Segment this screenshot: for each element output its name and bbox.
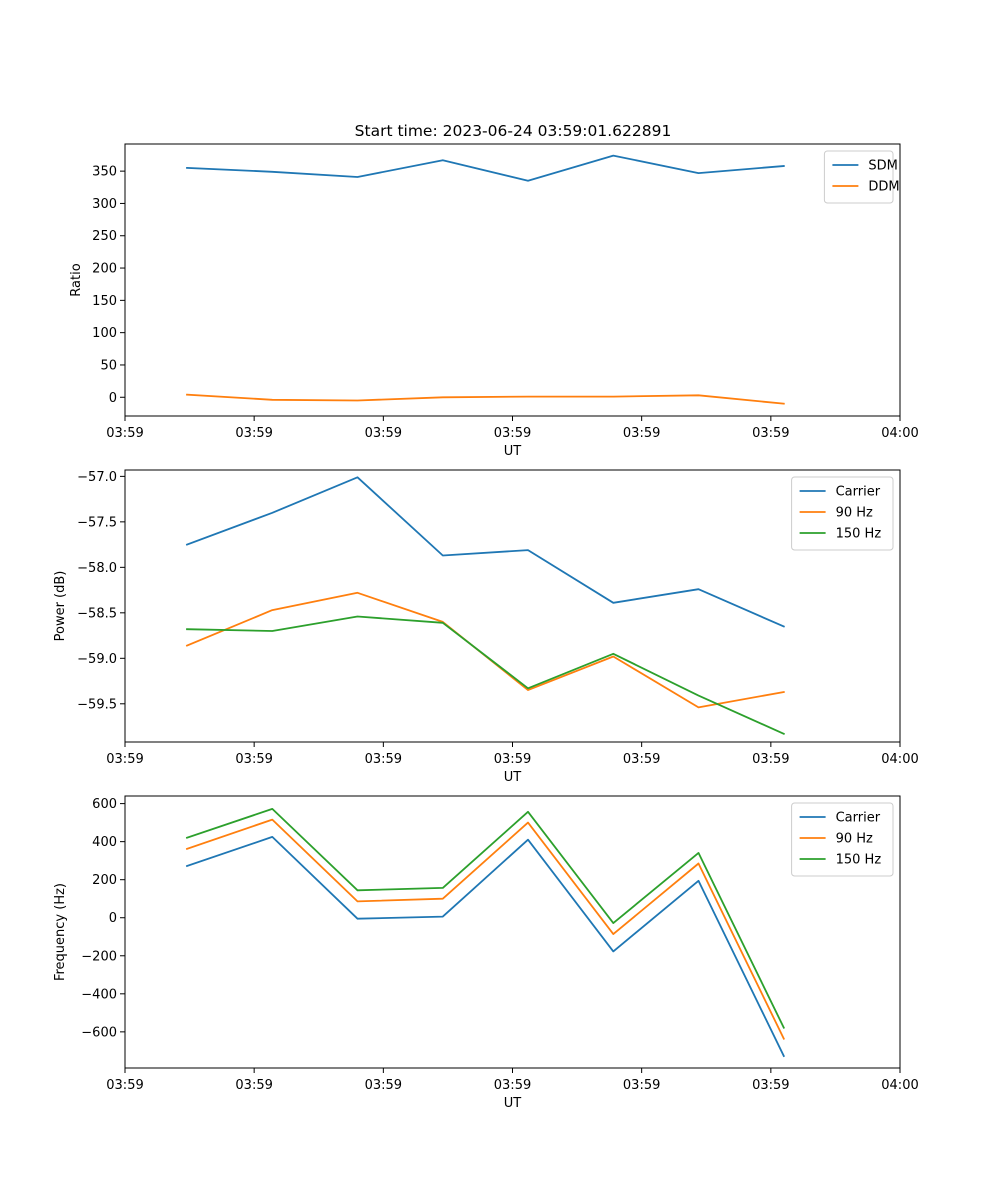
legend-entry: 90 Hz [836,832,873,847]
x-tick-label: 03:59 [106,752,143,767]
x-tick-label: 03:59 [752,1078,789,1093]
x-tick-label: 03:59 [235,426,272,441]
legend-box [791,476,894,551]
x-tick-label: 04:00 [881,1078,918,1093]
series-line-150-hz [186,615,785,735]
y-tick-label: −59.0 [77,652,117,667]
legend-box [823,150,894,204]
y-tick-label: 250 [92,229,117,244]
legend-entry: DDM [868,180,899,195]
x-tick-label: 04:00 [881,752,918,767]
y-tick-label: 50 [100,358,117,373]
legend-entry: 150 Hz [836,853,882,868]
x-tick-label: 04:00 [881,426,918,441]
y-tick-label: 0 [109,391,117,406]
chart-panel-2: 03:59 03:59 03:59 03:59 03:59 03:59 04:00 −59.5… [53,469,919,785]
y-axis-label: Ratio [69,263,84,296]
chart-title: Start time: 2023-06-24 03:59:01.622891 [355,122,672,140]
y-tick-label: 350 [92,165,117,180]
y-tick-label: −600 [81,1025,117,1040]
x-tick-label: 03:59 [106,426,143,441]
chart-panel-1: 03:59 03:59 03:59 03:59 03:59 03:59 04:00 0 50 10… [69,143,919,459]
series-line-carrier [185,836,786,1058]
series-line-150-hz [185,808,786,1029]
legend-entry: SDM [868,159,897,174]
x-tick-label: 03:59 [365,426,402,441]
y-tick-label: 600 [92,797,117,812]
series-line-ddm [186,393,785,405]
x-tick-label: 03:59 [365,752,402,767]
x-tick-label: 03:59 [623,752,660,767]
y-tick-label: −58.0 [77,561,117,576]
legend: Carrier 90 Hz 150 Hz [791,476,894,551]
y-axis-label: Power (dB) [53,571,68,642]
y-tick-label: 300 [92,197,117,212]
series-line-90-hz [185,818,786,1040]
legend-entry: 90 Hz [836,506,873,521]
x-tick-label: 03:59 [752,752,789,767]
x-tick-label: 03:59 [623,1078,660,1093]
y-tick-label: 200 [92,873,117,888]
y-tick-label: 400 [92,835,117,850]
x-tick-label: 03:59 [623,426,660,441]
legend-entry: 150 Hz [836,527,882,542]
series-line-90-hz [185,591,785,709]
legend-box [791,802,894,877]
y-tick-label: 150 [92,294,117,309]
y-tick-label: 100 [92,326,117,341]
x-axis-label: UT [504,1096,522,1111]
y-tick-label: −59.5 [77,697,117,712]
x-axis-label: UT [504,444,522,459]
y-tick-label: 200 [92,262,117,277]
y-tick-label: −57.0 [77,470,117,485]
legend-entry: Carrier [836,485,881,500]
plot-frame [124,143,901,417]
x-tick-label: 03:59 [365,1078,402,1093]
x-tick-label: 03:59 [106,1078,143,1093]
x-tick-label: 03:59 [494,1078,531,1093]
y-tick-label: −200 [81,949,117,964]
x-axis-label: UT [504,770,522,785]
series-line-carrier [185,476,785,628]
x-tick-label: 03:59 [235,752,272,767]
x-tick-label: 03:59 [235,1078,272,1093]
legend: Carrier 90 Hz 150 Hz [791,802,894,877]
y-tick-label: −400 [81,987,117,1002]
x-tick-label: 03:59 [494,426,531,441]
y-tick-label: −57.5 [77,515,117,530]
series-line-sdm [186,154,785,182]
x-tick-label: 03:59 [494,752,531,767]
x-tick-label: 03:59 [752,426,789,441]
legend: SDM DDM [823,150,900,204]
y-axis-label: Frequency (Hz) [53,883,68,981]
y-tick-label: 0 [109,911,117,926]
legend-entry: Carrier [836,811,881,826]
chart-panel-3: 03:59 03:59 03:59 03:59 03:59 03:59 04:00 −600 −… [53,795,919,1111]
plot-frame [124,469,901,743]
y-tick-label: −58.5 [77,606,117,621]
